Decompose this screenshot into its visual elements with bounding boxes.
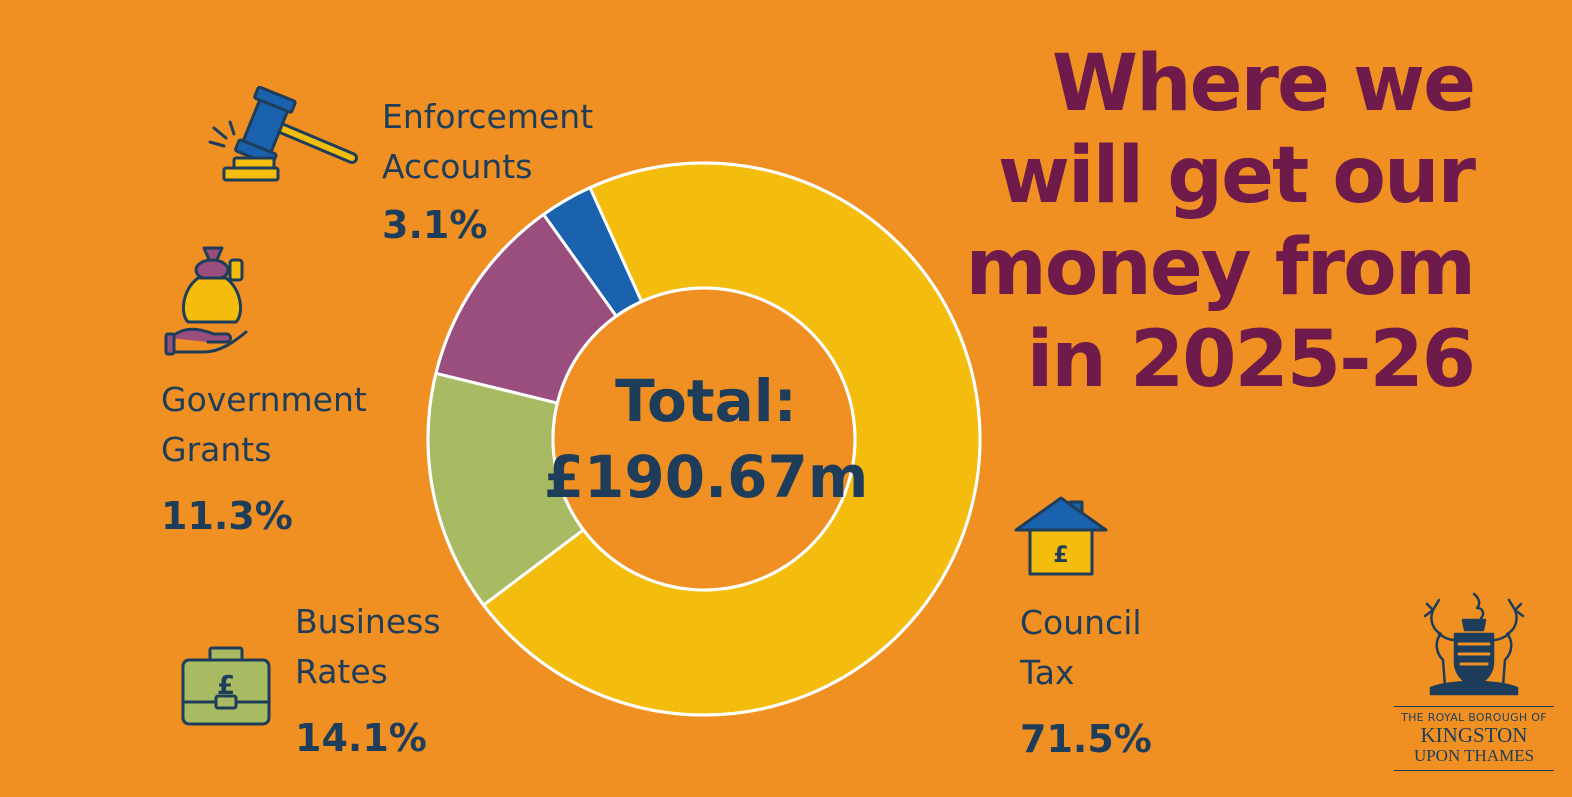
label-name: Enforcement (382, 97, 594, 136)
briefcase-pound-icon: £ (181, 646, 271, 726)
donut-ring-outline (426, 161, 982, 717)
label-business-rates: Business Rates 14.1% (295, 597, 441, 763)
borough-crest-icon (1423, 592, 1525, 696)
title-line: will get our (997, 131, 1476, 221)
donut-ring-outline (551, 286, 857, 592)
title-line: money from (965, 223, 1476, 313)
label-government-grants: Government Grants 11.3% (161, 375, 367, 541)
center-total-value: £190.67m (543, 443, 869, 511)
logo-line-1: THE ROYAL BOROUGH OF (1394, 706, 1554, 724)
label-name: Council (1020, 603, 1142, 642)
label-name: Grants (161, 430, 272, 469)
label-percent: 71.5% (1020, 717, 1152, 761)
title-line: Where we (1052, 39, 1476, 129)
label-name: Tax (1020, 653, 1075, 692)
logo-line-2: KINGSTON (1420, 723, 1528, 747)
title-line: in 2025-26 (1026, 315, 1476, 405)
money-bag-hand-icon (164, 246, 248, 356)
borough-logo: THE ROYAL BOROUGH OF KINGSTON UPON THAME… (1394, 590, 1554, 771)
svg-text:£: £ (217, 671, 235, 701)
center-total-label: Total: (615, 367, 797, 435)
logo-line-3: UPON THAMES (1394, 746, 1554, 771)
label-name: Accounts (382, 147, 533, 186)
label-name: Government (161, 380, 367, 419)
label-percent: 11.3% (161, 494, 293, 538)
label-enforcement-accounts: Enforcement Accounts 3.1% (382, 92, 593, 250)
house-pound-icon: £ (1014, 496, 1108, 576)
donut-center-label: Total: £190.67m (506, 363, 906, 515)
svg-text:£: £ (1053, 543, 1068, 568)
label-percent: 3.1% (382, 203, 488, 247)
label-council-tax: Council Tax 71.5% (1020, 598, 1152, 764)
page-title: Where we will get our money from in 2025… (854, 38, 1476, 406)
label-name: Rates (295, 652, 388, 691)
gavel-icon (208, 86, 358, 182)
label-percent: 14.1% (295, 716, 427, 760)
label-name: Business (295, 602, 441, 641)
